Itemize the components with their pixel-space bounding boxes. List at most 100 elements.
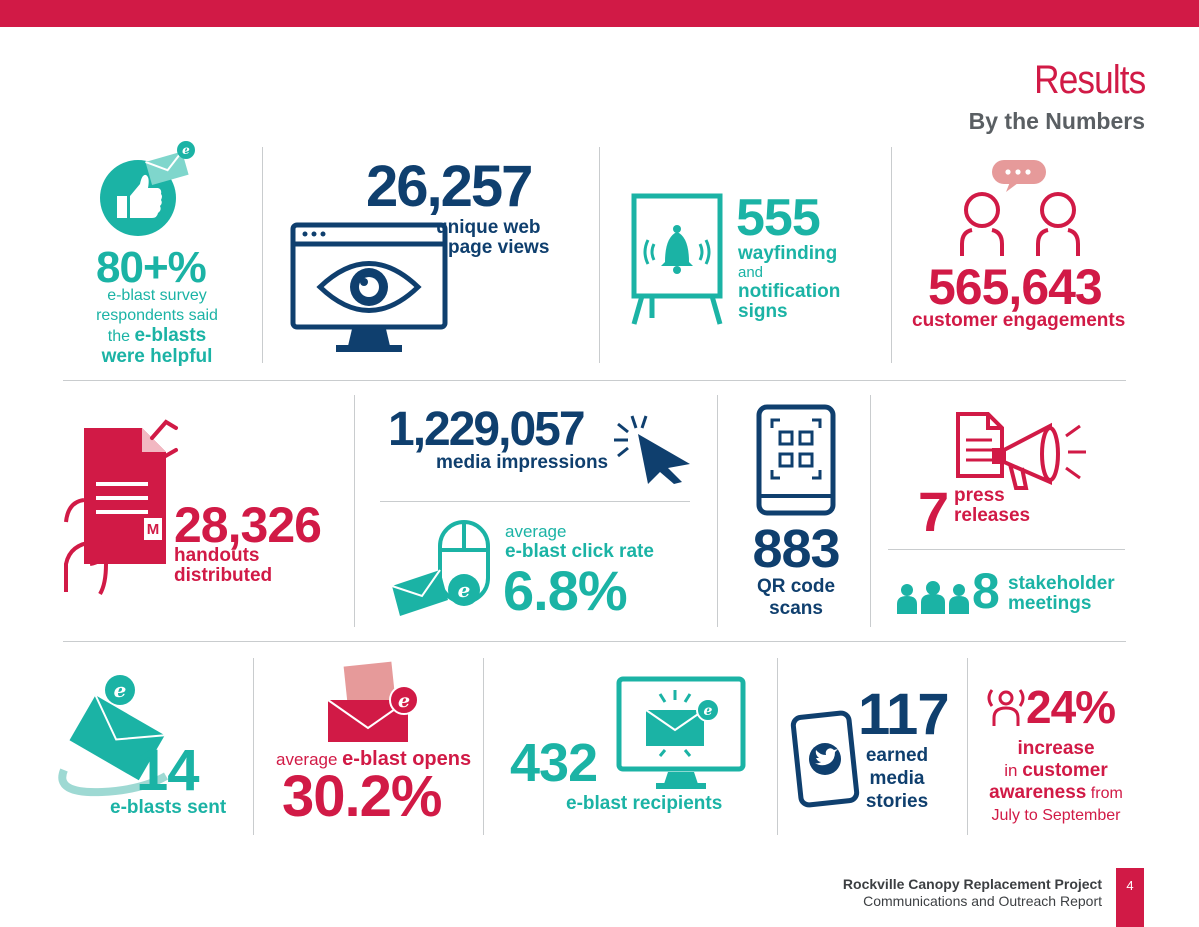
cursor-click-icon [614, 415, 690, 484]
stat-label: unique web page views [436, 218, 549, 258]
divider [483, 658, 484, 835]
stat-label-line: were helpful [101, 346, 213, 367]
stat-label-line: increase [1017, 738, 1095, 759]
top-banner [0, 0, 1199, 27]
people-talking-icon [960, 160, 1080, 256]
divider [777, 658, 778, 835]
stat-label: customer engagements [912, 310, 1126, 331]
page-number: 4 [1126, 878, 1134, 893]
divider [891, 147, 892, 363]
stat-label-line: page views [448, 237, 550, 258]
stat-label-line: July to September [991, 807, 1121, 824]
stat-value: 565,643 [928, 259, 1103, 315]
stat-label-line: earned [865, 745, 929, 766]
stat-label-emphasis: e-blast opens [342, 748, 472, 770]
stat-value: 26,257 [366, 154, 533, 219]
page-title: Results [1033, 58, 1146, 102]
stat-label: e-blasts sent [110, 797, 227, 818]
stat-label: increase in customer awareness from July… [974, 738, 1138, 827]
notification-sign-icon [631, 193, 723, 325]
stat-value: 14 [136, 738, 200, 803]
stat-label-text: the [107, 328, 135, 345]
stat-value: 432 [510, 733, 598, 793]
stat-label-line: distributed [174, 565, 273, 586]
stat-label-line: press [954, 485, 1005, 506]
stat-label-line: e-blast survey [107, 287, 207, 304]
stat-label-pre: average [505, 522, 567, 541]
divider [63, 380, 1126, 381]
footer-report: Communications and Outreach Report [863, 893, 1102, 909]
stat-label-line: releases [954, 505, 1031, 526]
handout-document-icon: M [64, 419, 178, 596]
stat-value: 80+% [96, 243, 207, 292]
stat-label-line: and [738, 264, 764, 281]
person-alert-icon [987, 689, 1025, 726]
stat-label-text: from [1086, 785, 1123, 802]
stat-value: 883 [752, 519, 840, 579]
stat-value: 8 [972, 563, 1000, 619]
email-badge-letter: e [114, 678, 127, 702]
stat-label-emphasis: customer [1022, 760, 1108, 781]
monitor-eye-icon [290, 222, 448, 352]
stat-label: e-blast survey respondents said the e-bl… [82, 286, 232, 367]
stat-label-line: QR code [756, 576, 836, 597]
tablet-qr-icon [756, 404, 836, 516]
email-badge-letter: e [398, 690, 410, 712]
stat-label-line: handouts [174, 545, 260, 566]
email-swoosh-icon: e [58, 675, 169, 797]
stat-label: wayfinding and notification signs [738, 244, 840, 322]
stat-label-pre: average [276, 750, 343, 769]
press-megaphone-icon [956, 412, 1086, 490]
divider [870, 395, 871, 627]
stat-label: earned media stories [852, 744, 942, 813]
stat-label-line: wayfinding [738, 243, 838, 264]
phone-twitter-icon [790, 710, 860, 808]
stat-value: 1,229,057 [388, 403, 586, 456]
monitor-email-icon: e [616, 676, 746, 789]
mouse-email-icon: e [391, 520, 490, 616]
email-envelope-icon: e [145, 141, 195, 186]
stat-label: average e-blast opens [276, 748, 471, 771]
stat-value: 555 [736, 189, 821, 247]
divider [63, 641, 1126, 642]
stat-label-line: respondents said [96, 307, 218, 324]
stat-label-line: unique web [436, 217, 541, 238]
stat-label: QR code scans [741, 576, 851, 620]
stat-value: 7 [918, 480, 949, 543]
stat-value: 24% [1026, 681, 1116, 733]
stat-label: e-blast recipients [566, 793, 723, 814]
stat-label-line: stories [865, 791, 929, 812]
open-envelope-icon: e [327, 661, 419, 742]
stat-label-line: signs [738, 301, 788, 322]
stat-value: 117 [858, 682, 950, 747]
stat-label-line: the e-blasts [82, 326, 232, 347]
email-badge-letter: e [458, 578, 471, 602]
stat-value: 6.8% [503, 559, 628, 622]
stat-value: 30.2% [282, 764, 442, 829]
metro-logo-text: M [147, 521, 160, 538]
meeting-group-icon [897, 581, 969, 614]
divider [599, 147, 600, 363]
stat-label-line: media [869, 768, 925, 789]
stat-label: stakeholder meetings [1008, 574, 1115, 614]
divider [967, 658, 968, 835]
stat-label-line: awareness from [974, 782, 1138, 805]
email-badge-letter: e [182, 143, 190, 157]
stat-label: press releases [954, 486, 1030, 526]
divider [354, 395, 355, 627]
stat-label-line: stakeholder [1008, 573, 1115, 594]
divider [262, 147, 263, 363]
stat-label-emphasis: e-blasts [134, 325, 207, 346]
page-subtitle: By the Numbers [968, 108, 1145, 134]
email-badge-letter: e [704, 703, 713, 719]
stat-label: e-blast click rate [505, 541, 654, 562]
divider [380, 501, 690, 502]
stat-label-line: notification [738, 281, 841, 302]
stat-label: media impressions [436, 452, 609, 473]
stat-label-line: scans [769, 598, 823, 619]
stat-label-line: in customer [974, 760, 1138, 782]
stat-label: handouts distributed [174, 546, 272, 586]
page-number-tab: 4 [1116, 868, 1144, 927]
footer-project: Rockville Canopy Replacement Project [842, 876, 1102, 892]
stat-label-emphasis: awareness [989, 782, 1087, 803]
